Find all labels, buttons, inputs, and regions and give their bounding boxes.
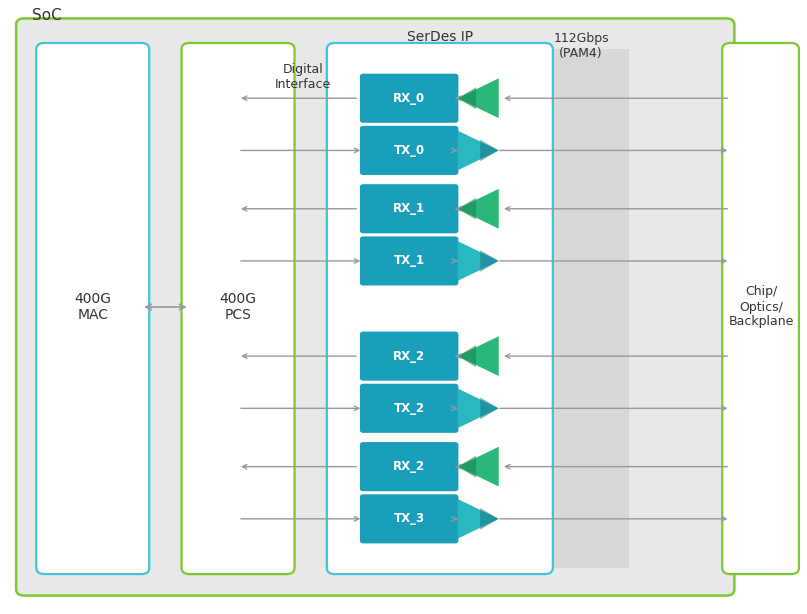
Polygon shape: [458, 345, 476, 367]
FancyBboxPatch shape: [360, 126, 458, 175]
FancyBboxPatch shape: [327, 43, 553, 574]
FancyBboxPatch shape: [16, 18, 734, 596]
Polygon shape: [458, 189, 499, 228]
Text: TX_0: TX_0: [394, 144, 424, 157]
FancyBboxPatch shape: [360, 384, 458, 433]
Polygon shape: [458, 131, 499, 170]
Text: SoC: SoC: [32, 8, 62, 23]
Polygon shape: [480, 139, 499, 161]
Polygon shape: [458, 198, 476, 220]
Polygon shape: [458, 499, 499, 538]
Text: Chip/
Optics/
Backplane: Chip/ Optics/ Backplane: [728, 286, 794, 328]
Polygon shape: [458, 336, 499, 376]
FancyBboxPatch shape: [36, 43, 149, 574]
Text: 112Gbps
(PAM4): 112Gbps (PAM4): [554, 32, 608, 60]
Text: RX_0: RX_0: [393, 91, 425, 105]
Text: TX_2: TX_2: [394, 402, 424, 415]
FancyBboxPatch shape: [722, 43, 799, 574]
Text: RX_2: RX_2: [393, 460, 425, 473]
Text: SerDes IP: SerDes IP: [407, 30, 473, 44]
FancyBboxPatch shape: [360, 184, 458, 233]
FancyBboxPatch shape: [360, 332, 458, 381]
Polygon shape: [458, 456, 476, 478]
Text: 400G
MAC: 400G MAC: [74, 292, 111, 322]
Polygon shape: [480, 397, 499, 419]
Polygon shape: [458, 447, 499, 486]
Text: TX_3: TX_3: [394, 512, 424, 526]
Polygon shape: [480, 508, 499, 530]
Text: 400G
PCS: 400G PCS: [220, 292, 257, 322]
Polygon shape: [458, 389, 499, 428]
Polygon shape: [480, 250, 499, 272]
Polygon shape: [458, 241, 499, 281]
FancyBboxPatch shape: [360, 442, 458, 491]
Text: RX_2: RX_2: [393, 349, 425, 363]
Polygon shape: [458, 87, 476, 109]
FancyBboxPatch shape: [360, 74, 458, 123]
Bar: [468, 49, 629, 568]
FancyBboxPatch shape: [360, 494, 458, 543]
Text: RX_1: RX_1: [393, 202, 425, 216]
FancyBboxPatch shape: [360, 236, 458, 286]
Text: Digital
Interface: Digital Interface: [274, 63, 331, 91]
Polygon shape: [458, 79, 499, 118]
FancyBboxPatch shape: [182, 43, 295, 574]
Text: TX_1: TX_1: [394, 254, 424, 268]
